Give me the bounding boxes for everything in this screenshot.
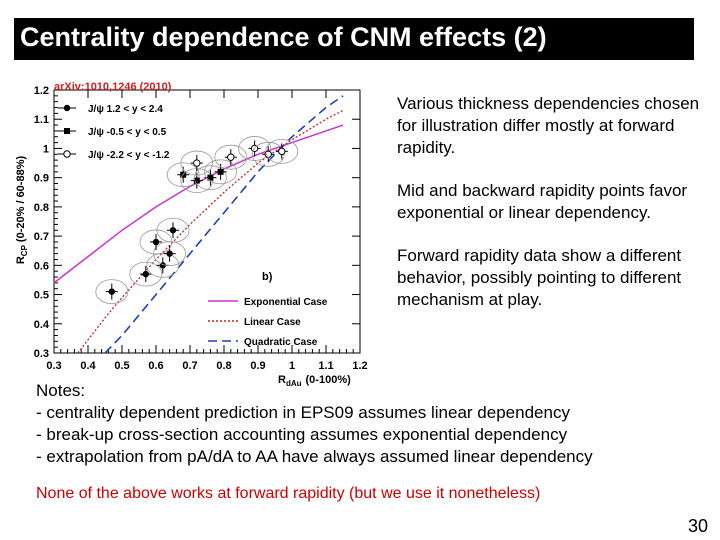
x-tick-label: 0.3 [46, 360, 61, 372]
error-ellipse [180, 150, 214, 176]
legend-curve-label: Exponential Case [244, 297, 328, 308]
note-item: - break-up cross-section accounting assu… [36, 425, 568, 444]
chart-axes: 0.3 0.4 0.5 0.6 0.7 0.8 0.9 1 1.1 1.2 0.3 0.4 0.5 0.6… [34, 85, 368, 372]
error-ellipse [95, 279, 129, 305]
legend-label: J/ψ 1.2 < y < 2.4 [88, 104, 163, 115]
y-tick-label: 0.4 [34, 319, 50, 331]
x-tick-label: 0.7 [182, 360, 197, 372]
error-ellipse [204, 159, 238, 185]
error-ellipse [156, 217, 190, 243]
chart-annotation: arXiv:1010,1246 (2010) [54, 81, 172, 93]
y-tick-label: 0.5 [34, 290, 49, 302]
x-axis-title: RdAu (0-100%) [278, 374, 351, 388]
data-point-circle [166, 250, 173, 257]
page-number: 30 [687, 516, 708, 536]
legend-label: J/ψ -2.2 < y < -1.2 [88, 150, 170, 161]
notes-heading: Notes: [36, 381, 86, 400]
chart-legend: J/ψ 1.2 < y < 2.4 J/ψ -0.5 < y < 0.5 J/ψ -… [58, 104, 328, 348]
error-ellipse [193, 165, 227, 191]
x-tick-label: 0.8 [216, 360, 231, 372]
error-ellipse [129, 261, 163, 287]
bullet-list: Various thickness dependencies chosen fo… [397, 93, 707, 332]
y-tick-label: 1 [43, 143, 49, 155]
y-axis-title: RCP(0-20% / 60-88%) [15, 156, 29, 265]
title-bar: Centrality dependence of CNM effects (2) [14, 18, 694, 60]
error-ellipse [251, 141, 285, 167]
data-point-open-circle [278, 147, 286, 156]
y-tick-label: 0.9 [34, 173, 49, 185]
linear-curve [77, 109, 344, 354]
x-tick-label: 1.2 [352, 360, 367, 372]
note-item: - centrality dependent prediction in EPS… [36, 403, 570, 422]
panel-label: b) [262, 271, 273, 283]
bullet-item: Forward rapidity data show a different b… [397, 246, 682, 309]
plot-frame [53, 89, 361, 354]
conclusion-note: None of the above works at forward rapid… [36, 485, 541, 502]
data-point-circle [142, 270, 149, 278]
data-point-open-circle [227, 153, 235, 161]
legend-curve-label: Quadratic Case [244, 337, 318, 348]
legend-marker-square [64, 128, 70, 134]
y-tick-label: 0.3 [34, 348, 49, 360]
data-point-circle [169, 227, 177, 234]
quadratic-curve [104, 95, 344, 354]
error-ellipse [214, 144, 248, 170]
data-point-open-circle [193, 159, 201, 167]
x-tick-label: 1 [289, 360, 295, 372]
error-ellipse [265, 138, 299, 164]
x-tick-label: 0.5 [114, 360, 129, 372]
data-points [95, 136, 299, 305]
y-tick-label: 0.6 [34, 260, 49, 272]
y-axis-title-main: R [15, 256, 27, 264]
data-point-circle [108, 288, 116, 295]
data-point-circle [152, 238, 160, 246]
x-tick-label: 0.9 [250, 360, 265, 372]
x-axis-title-suffix: (0-100%) [306, 374, 352, 386]
y-tick-label: 1.2 [34, 85, 49, 97]
bullet-item: Various thickness dependencies chosen fo… [397, 94, 700, 157]
error-ellipse [146, 252, 180, 278]
x-tick-label: 0.4 [80, 360, 96, 372]
legend-marker-circle [63, 104, 71, 112]
y-axis-title-sub: CP [20, 244, 29, 256]
data-point-square [217, 168, 224, 175]
x-axis-title-main: R [278, 374, 286, 386]
x-tick-label: 1.1 [318, 360, 333, 372]
note-item: - extrapolation from pA/dA to AA have al… [36, 447, 593, 466]
exponential-curve [53, 124, 344, 284]
x-tick-label: 0.6 [148, 360, 163, 372]
legend-label: J/ψ -0.5 < y < 0.5 [88, 127, 167, 138]
legend-marker-open-circle [63, 150, 71, 158]
y-axis-title-suffix: (0-20% / 60-88%) [15, 156, 27, 243]
svg-text:RdAu(0-100%): RdAu (0-100%) [278, 374, 351, 388]
y-tick-label: 0.7 [34, 231, 49, 243]
bullet-item: Mid and backward rapidity points favor e… [397, 181, 688, 222]
y-tick-label: 0.8 [34, 202, 49, 214]
x-axis-title-sub: dAu [286, 379, 302, 388]
legend-curve-label: Linear Case [244, 317, 301, 328]
rcp-vs-rdau-chart: 0.3 0.4 0.5 0.6 0.7 0.8 0.9 1 1.1 1.2 0.3 0.4 0.5 0.6… [15, 81, 368, 388]
data-point-square [207, 174, 214, 181]
y-tick-label: 1.1 [34, 114, 49, 126]
slide-title: Centrality dependence of CNM effects (2) [20, 22, 547, 52]
data-point-square [193, 177, 200, 184]
svg-text:RCP(0-20% / 60-88%): RCP(0-20% / 60-88%) [15, 156, 29, 265]
notes-block: Notes: - centrality dependent prediction… [36, 380, 593, 468]
